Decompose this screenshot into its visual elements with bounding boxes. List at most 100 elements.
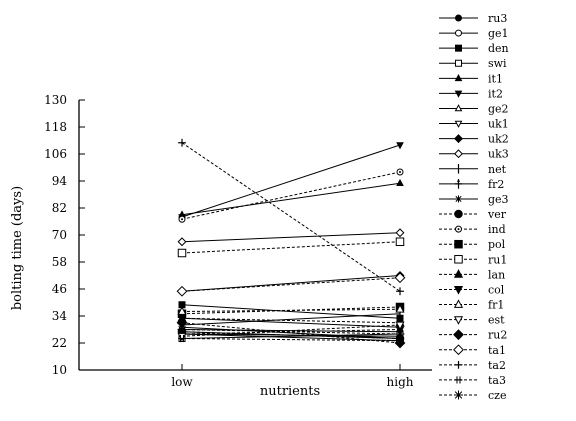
legend-label-ru1: ru1 — [488, 253, 507, 266]
series-line-ta1 — [181, 277, 401, 292]
legend-label-ge1: ge1 — [488, 27, 509, 40]
legend-item-it2: it2 — [439, 87, 503, 100]
legend-label-ru3: ru3 — [488, 12, 507, 25]
data-point-cze-high — [395, 329, 405, 339]
legend-label-ind: ind — [488, 223, 506, 236]
y-tick-label: 58 — [52, 255, 67, 269]
legend-marker-fr1 — [453, 299, 464, 308]
data-point-ta2-low — [178, 138, 186, 147]
y-axis-title: bolting time (days) — [10, 186, 25, 310]
data-point-uk3-high — [395, 228, 405, 238]
legend-item-col: col — [439, 283, 505, 296]
legend-item-est: est — [439, 314, 505, 327]
legend-item-ge3: ge3 — [439, 193, 509, 206]
legend-item-it1: it1 — [439, 72, 503, 85]
y-tick-label: 70 — [52, 228, 67, 242]
series-line-net — [181, 313, 401, 326]
legend-marker-ta1 — [453, 344, 464, 356]
series-line-it1 — [181, 182, 401, 216]
legend-marker-lan — [453, 269, 464, 278]
legend-label-den: den — [488, 42, 509, 55]
legend-item-lan: lan — [439, 268, 505, 281]
legend-marker-cze — [454, 390, 463, 400]
data-point-it2-high — [396, 142, 404, 150]
y-tick-label: 106 — [44, 147, 67, 161]
y-tick-label: 118 — [44, 120, 67, 134]
data-point-it1-high — [396, 178, 404, 187]
y-tick-label: 34 — [52, 309, 68, 323]
series-line-pol — [181, 306, 401, 315]
legend-marker-ta2 — [454, 360, 463, 369]
series-line-ta3 — [181, 338, 401, 342]
legend-marker-ge2 — [454, 104, 463, 112]
legend-label-ta2: ta2 — [488, 359, 506, 372]
legend-item-pol: pol — [439, 238, 506, 251]
y-tick-label: 46 — [52, 282, 67, 296]
legend-item-den: den — [439, 42, 509, 55]
legend-label-uk2: uk2 — [488, 133, 509, 146]
series-markers — [176, 138, 406, 349]
legend-item-swi: swi — [439, 57, 507, 70]
y-tick-label: 82 — [52, 201, 67, 215]
legend-label-net: net — [488, 163, 507, 176]
legend-item-ta1: ta1 — [439, 344, 506, 357]
legend-label-lan: lan — [488, 268, 505, 281]
series-line-ind — [181, 171, 401, 220]
legend-marker-fr2 — [454, 179, 463, 189]
data-point-uk3-low — [177, 237, 187, 247]
y-tick-label: 94 — [52, 174, 68, 188]
legend-label-ge2: ge2 — [488, 102, 509, 115]
legend-item-uk2: uk2 — [439, 133, 509, 146]
legend-label-est: est — [488, 314, 505, 327]
legend-label-it1: it1 — [488, 72, 503, 85]
legend-label-ta3: ta3 — [488, 374, 506, 387]
legend-label-ta1: ta1 — [488, 344, 506, 357]
data-point-est-high — [395, 321, 405, 331]
data-point-ta1-low — [176, 285, 188, 297]
data-point-ta3-high — [396, 337, 404, 345]
legend-marker-ver — [454, 209, 463, 219]
series-line-swi — [181, 333, 401, 339]
series-line-ru1 — [181, 241, 401, 254]
legend-label-fr1: fr1 — [488, 299, 504, 312]
series-line-cze — [181, 329, 401, 335]
legend-label-cze: cze — [488, 389, 506, 402]
legend-item-ru1: ru1 — [439, 253, 507, 266]
data-point-fr1-high — [395, 304, 405, 313]
x-ticks: low high — [171, 364, 414, 389]
legend-marker-ind — [455, 225, 462, 233]
legend-label-col: col — [488, 283, 505, 296]
data-point-ru1-low — [177, 248, 187, 258]
series-line-fr1 — [181, 308, 401, 312]
legend-item-ge2: ge2 — [439, 102, 509, 115]
legend-marker-den — [455, 44, 462, 52]
data-point-ta1-high — [394, 272, 406, 284]
legend-label-ru2: ru2 — [488, 329, 507, 342]
series-line-ge2 — [181, 326, 401, 339]
legend-item-ta3: ta3 — [439, 374, 506, 387]
legend-label-ver: ver — [487, 208, 507, 221]
y-tick-label: 22 — [52, 336, 67, 350]
legend-marker-ru3 — [455, 14, 462, 22]
series-line-it2 — [181, 144, 401, 218]
x-tick-label-low: low — [171, 375, 193, 389]
legend-marker-it1 — [454, 73, 463, 82]
series-line-est — [181, 324, 401, 337]
legend-item-ind: ind — [439, 223, 506, 236]
legend-item-net: net — [439, 163, 507, 176]
legend-marker-col — [453, 286, 464, 295]
legend: ru3 ge1 den swi it1 it2 ge2 uk1 uk2 uk3 net fr2 ge3 v… — [439, 12, 509, 402]
data-point-ta2-high — [396, 287, 404, 296]
legend-marker-uk1 — [454, 120, 463, 128]
legend-item-ru3: ru3 — [439, 12, 507, 25]
legend-marker-pol — [454, 239, 463, 249]
legend-marker-swi — [455, 59, 462, 67]
series-line-lan — [181, 317, 401, 324]
y-tick-label: 10 — [52, 363, 67, 377]
legend-label-uk3: uk3 — [488, 148, 509, 161]
series-line-ta2 — [181, 142, 401, 292]
legend-label-it2: it2 — [488, 87, 503, 100]
x-tick-label-high: high — [387, 375, 414, 389]
data-point-fr1-low — [177, 306, 187, 315]
data-point-ru1-high — [395, 237, 405, 246]
